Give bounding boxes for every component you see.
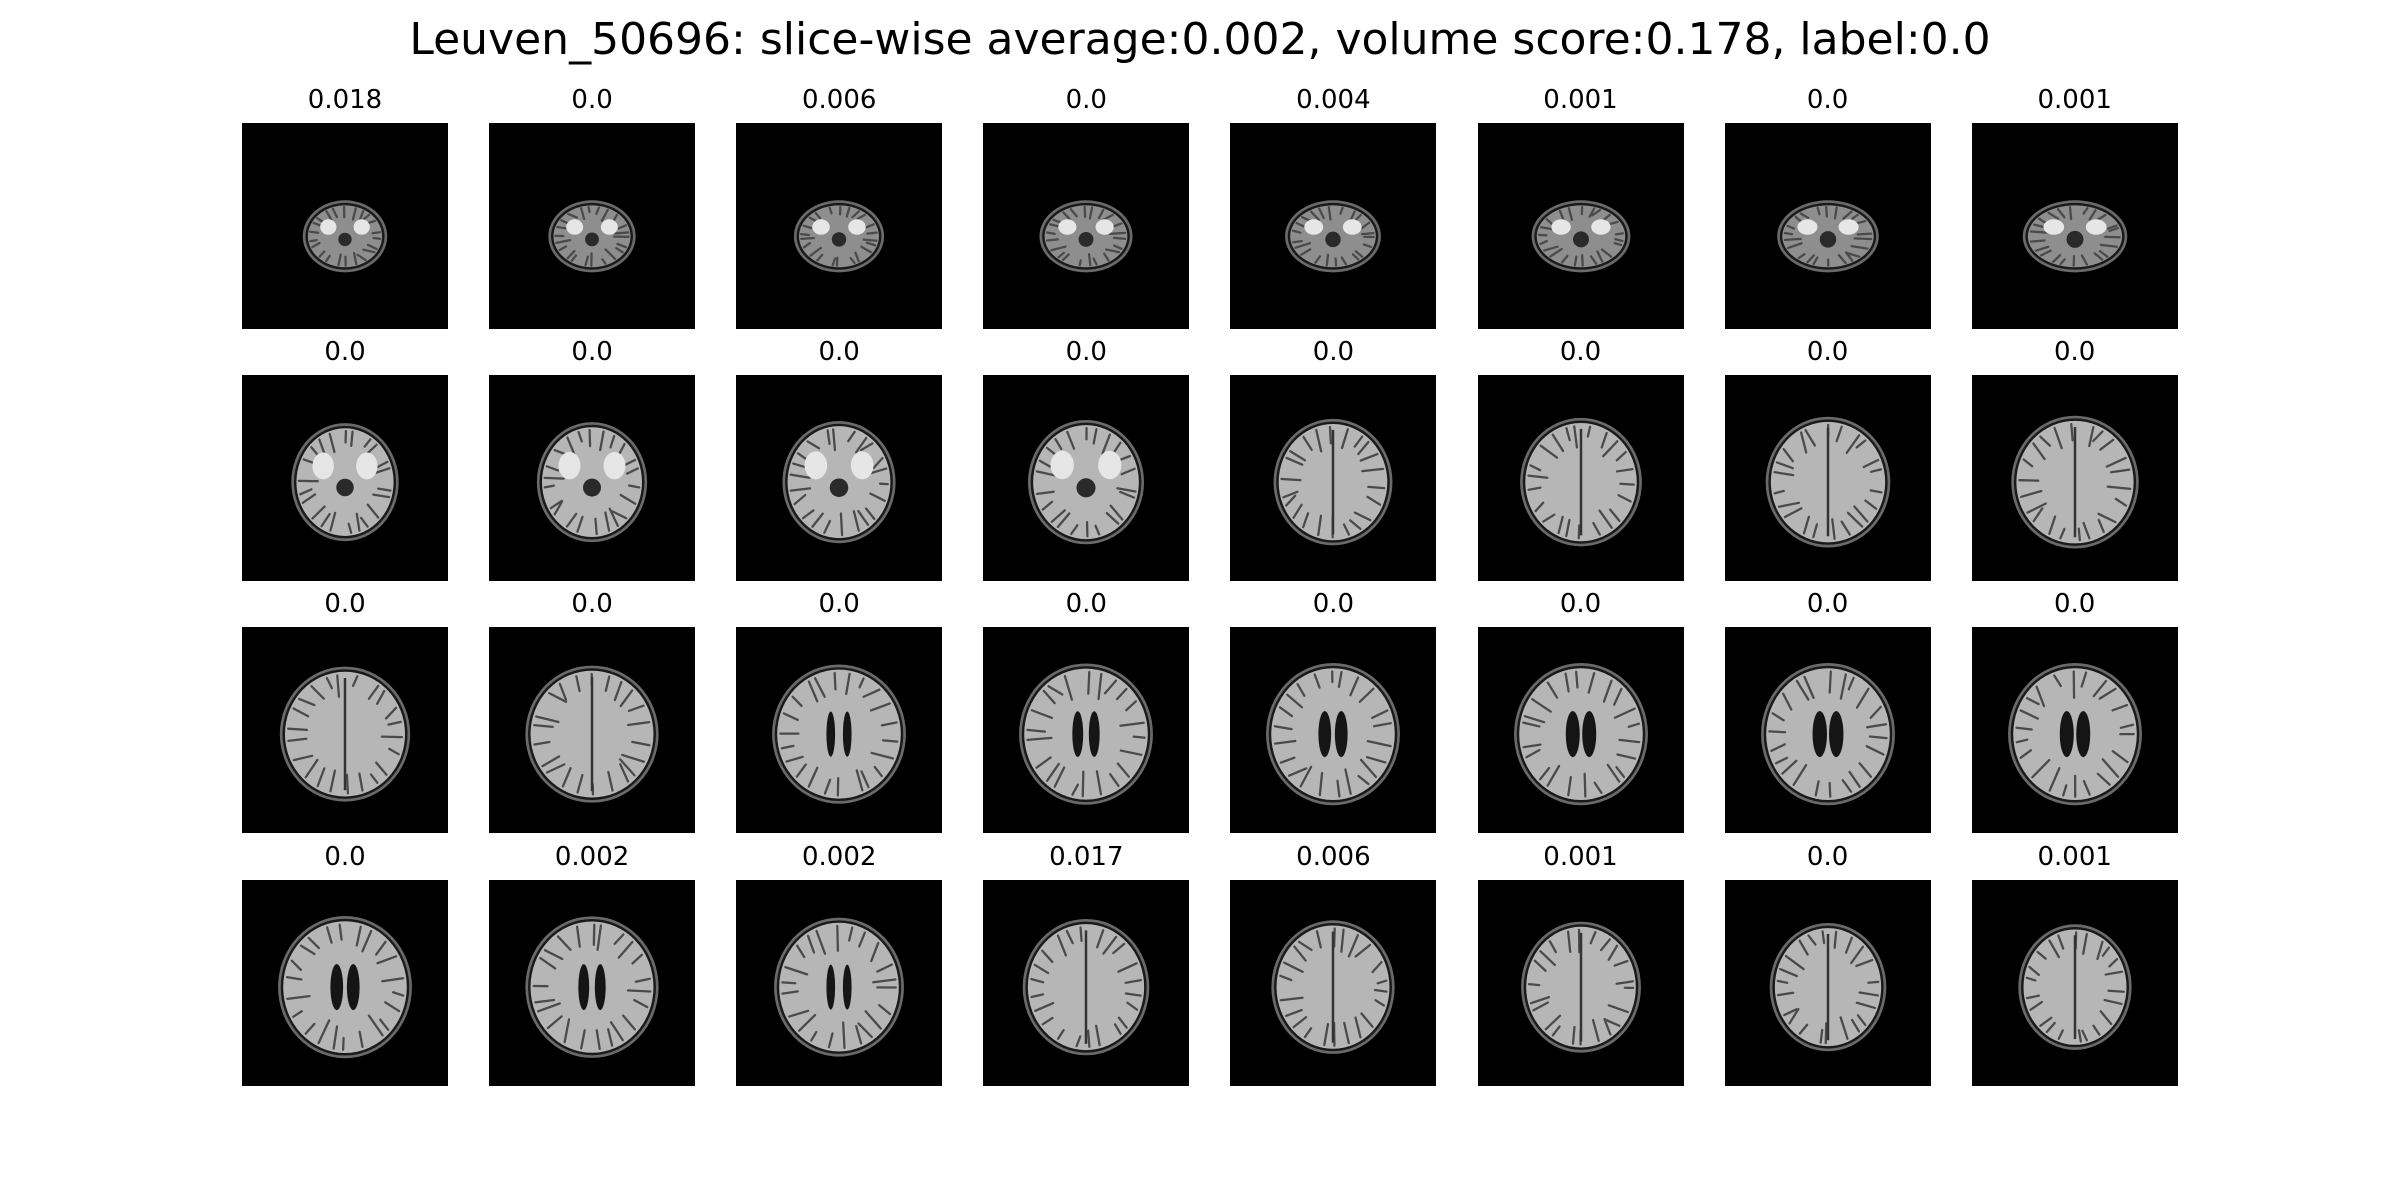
slice-score-label: 0.0 xyxy=(818,337,860,367)
slice-score-label: 0.001 xyxy=(2037,85,2112,115)
mri-slice-image xyxy=(242,627,448,833)
mri-slice-image xyxy=(736,375,943,581)
mri-slice-image xyxy=(1230,880,1437,1086)
mri-slice-image xyxy=(1230,375,1437,581)
slice-score-label: 0.0 xyxy=(1559,337,1602,367)
mri-slice-image xyxy=(489,375,696,581)
mri-slice-image xyxy=(983,627,1190,833)
slice-score-label: 0.0 xyxy=(571,85,613,115)
mri-slice-image xyxy=(1477,627,1684,833)
slice-score-label: 0.006 xyxy=(801,85,877,115)
slice-score-label: 0.0 xyxy=(1065,589,1107,619)
mri-slice-image xyxy=(1971,123,2178,329)
slice-score-label: 0.002 xyxy=(554,842,630,872)
slice-score-label: 0.004 xyxy=(1296,85,1371,115)
mri-slice-image xyxy=(1724,375,1931,581)
mri-slice-image xyxy=(1724,880,1931,1086)
mri-slice-image xyxy=(1477,123,1684,329)
mri-slice-image xyxy=(983,375,1190,581)
slice-score-label: 0.001 xyxy=(2037,842,2112,872)
slice-score-label: 0.0 xyxy=(324,842,366,872)
figure-title: Leuven_50696: slice-wise average:0.002, … xyxy=(409,14,1991,65)
mri-slice-image xyxy=(242,880,448,1086)
mri-slice-image xyxy=(489,627,696,833)
slice-score-label: 0.0 xyxy=(2054,337,2096,367)
slice-score-label: 0.0 xyxy=(1312,589,1355,619)
mri-slice-image xyxy=(242,123,448,329)
mri-slice-image xyxy=(1230,123,1437,329)
slice-score-label: 0.0 xyxy=(324,589,366,619)
mri-slice-image xyxy=(736,123,943,329)
slice-score-label: 0.001 xyxy=(1543,842,1618,872)
slice-score-label: 0.0 xyxy=(1065,85,1107,115)
slice-score-label: 0.0 xyxy=(1559,589,1602,619)
mri-slice-image xyxy=(1724,123,1931,329)
slice-score-label: 0.001 xyxy=(1543,85,1618,115)
mri-slice-image xyxy=(1477,880,1684,1086)
slice-score-label: 0.0 xyxy=(1806,337,1849,367)
slice-score-label: 0.0 xyxy=(1806,842,1849,872)
slice-score-label: 0.0 xyxy=(1065,337,1107,367)
mri-slice-image xyxy=(242,375,448,581)
slice-score-label: 0.0 xyxy=(818,589,860,619)
slice-score-label: 0.006 xyxy=(1296,842,1371,872)
slice-score-label: 0.0 xyxy=(1806,589,1849,619)
mri-slice-image xyxy=(1724,627,1931,833)
slice-score-label: 0.0 xyxy=(2054,589,2096,619)
mri-slice-image xyxy=(489,880,696,1086)
slice-score-label: 0.0 xyxy=(324,337,366,367)
mri-slice-image xyxy=(1230,627,1437,833)
mri-slice-image xyxy=(1971,375,2178,581)
slice-score-label: 0.0 xyxy=(1312,337,1355,367)
mri-slice-image xyxy=(983,880,1190,1086)
mri-slice-image xyxy=(489,123,696,329)
slice-score-label: 0.0 xyxy=(571,337,613,367)
slice-score-label: 0.018 xyxy=(307,85,383,115)
slice-score-label: 0.002 xyxy=(801,842,877,872)
mri-slice-image xyxy=(983,123,1190,329)
mri-slice-image xyxy=(1971,880,2178,1086)
slice-score-label: 0.017 xyxy=(1049,842,1124,872)
mri-slice-image xyxy=(1971,627,2178,833)
slice-score-label: 0.0 xyxy=(571,589,613,619)
mri-slice-image xyxy=(736,627,943,833)
slice-score-label: 0.0 xyxy=(1806,85,1849,115)
mri-slice-image xyxy=(1477,375,1684,581)
mri-slice-image xyxy=(736,880,943,1086)
